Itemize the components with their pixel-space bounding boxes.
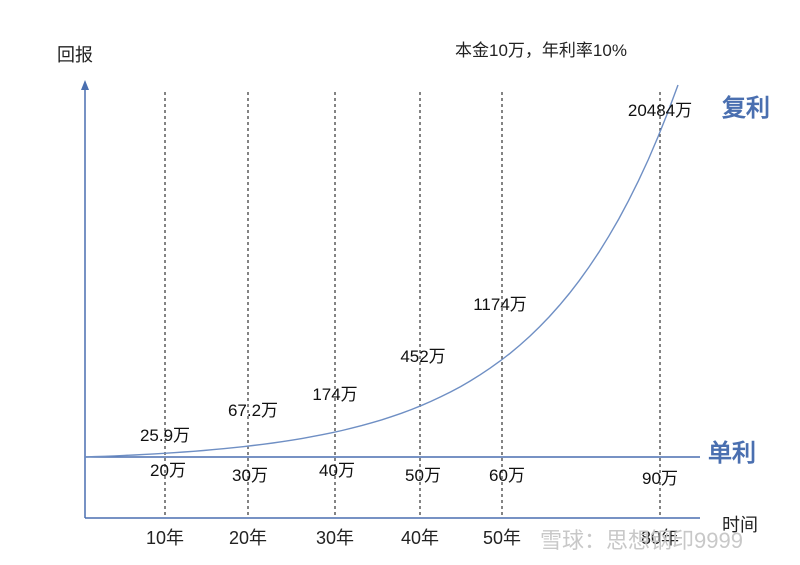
x-axis-label: 时间: [722, 515, 758, 535]
y-axis-label: 回报: [57, 45, 93, 65]
simple-data-labels: 20万 30万 40万 50万 60万 90万: [150, 461, 678, 488]
simple-data-label: 60万: [489, 466, 525, 485]
x-tick-label: 30年: [316, 528, 354, 548]
x-tick-label: 10年: [146, 528, 184, 548]
series-label-simple: 单利: [708, 440, 756, 467]
y-axis-arrow: [81, 80, 89, 90]
compound-data-label: 20484万: [628, 101, 692, 120]
x-tick-label: 20年: [229, 528, 267, 548]
compound-interest-curve: [84, 84, 679, 458]
x-tick-label: 50年: [483, 528, 521, 548]
x-tick-label: 40年: [401, 528, 439, 548]
watermark: 雪球：思想钢印9999: [540, 528, 743, 553]
compound-data-label: 67.2万: [228, 401, 278, 420]
series-label-compound: 复利: [721, 95, 770, 122]
simple-data-label: 50万: [405, 466, 441, 485]
x-tick-label: 80年: [641, 528, 679, 548]
compound-data-labels: 25.9万 67.2万 174万 452万 1174万 20484万: [140, 101, 692, 445]
simple-data-label: 30万: [232, 466, 268, 485]
simple-data-label: 40万: [319, 461, 355, 480]
compound-data-label: 25.9万: [140, 426, 190, 445]
compound-data-label: 452万: [400, 347, 445, 366]
x-tick-labels: 10年 20年 30年 40年 50年 80年: [146, 528, 679, 548]
compound-data-label: 1174万: [473, 295, 527, 314]
year-guides: [164, 92, 661, 518]
simple-data-label: 90万: [642, 469, 678, 488]
chart-title: 本金10万，年利率10%: [455, 41, 627, 60]
compound-data-label: 174万: [312, 385, 357, 404]
simple-data-label: 20万: [150, 461, 186, 480]
